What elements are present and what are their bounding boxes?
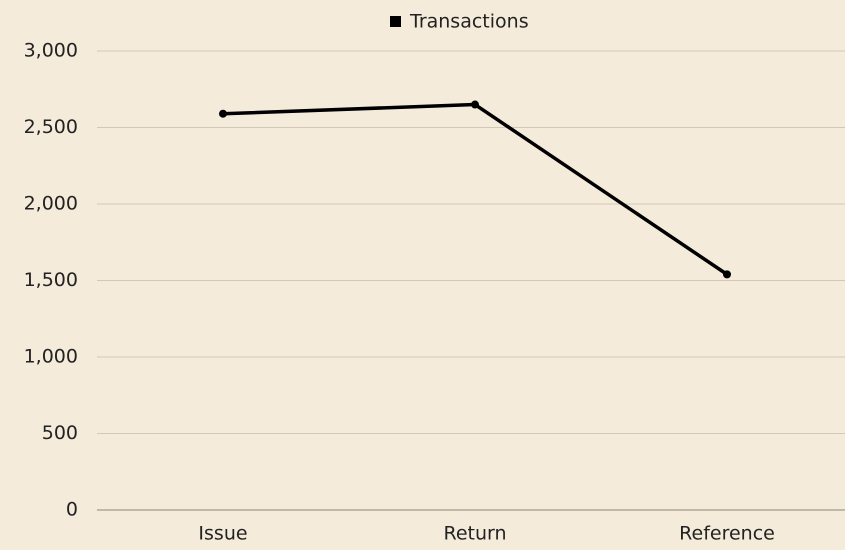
y-tick-label: 500 — [42, 422, 78, 444]
point — [723, 270, 731, 279]
point — [471, 100, 479, 109]
y-tick-label: 0 — [66, 499, 78, 521]
y-tick-label: 1,000 — [24, 346, 78, 368]
legend-label: Transactions — [409, 11, 529, 33]
y-tick-label: 3,000 — [24, 40, 78, 62]
x-tick-label: Issue — [198, 523, 247, 545]
x-tick-label: Return — [443, 523, 506, 545]
x-tick-label: Reference — [679, 523, 775, 545]
legend-swatch — [390, 16, 401, 27]
point — [219, 109, 227, 118]
y-tick-label: 1,500 — [24, 269, 78, 291]
y-tick-label: 2,000 — [24, 193, 78, 215]
y-tick-label: 2,500 — [24, 116, 78, 138]
